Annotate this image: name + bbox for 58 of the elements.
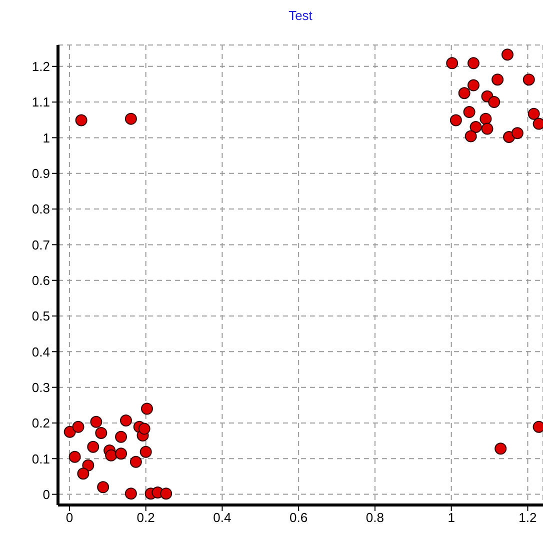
point [488, 96, 500, 108]
point [522, 74, 535, 86]
point [494, 442, 507, 455]
y-tick-label: 0.2 [32, 416, 50, 431]
y-tick-label: 0.3 [32, 380, 50, 395]
point [160, 488, 172, 500]
x-tick-label: 0.2 [136, 510, 155, 526]
point [480, 112, 492, 125]
y-tick-label: 0.9 [32, 166, 50, 181]
y-tick-label: 0.7 [32, 237, 50, 252]
point [95, 426, 108, 439]
point [87, 440, 100, 453]
point [528, 108, 540, 120]
point [464, 130, 477, 142]
point [446, 57, 458, 70]
point [120, 414, 132, 426]
point [511, 127, 524, 140]
point [130, 456, 142, 468]
x-tick-label: 1.2 [518, 510, 537, 526]
point [492, 74, 504, 86]
y-tick-label: 1.2 [32, 59, 50, 74]
x-tick-label: 0.8 [366, 510, 384, 526]
chart-title: Test [288, 8, 314, 23]
point [124, 488, 137, 500]
point [501, 48, 514, 61]
y-tick-label: 0.8 [32, 202, 50, 217]
point [140, 446, 152, 458]
point [458, 87, 470, 100]
y-tick-label: 0.5 [32, 308, 50, 324]
point [463, 106, 476, 118]
y-tick-label: 0.1 [32, 451, 50, 466]
point [68, 450, 81, 463]
y-tick-label: 0.6 [32, 272, 50, 288]
point [72, 420, 84, 433]
point [90, 416, 102, 428]
x-tick-label: 0 [66, 510, 74, 526]
point [115, 430, 128, 443]
y-tick-label: 0 [42, 486, 50, 502]
point [97, 481, 110, 494]
point [450, 114, 462, 126]
x-tick-label: 1 [448, 510, 455, 526]
x-tick-label: 0.6 [290, 510, 308, 526]
point [64, 426, 76, 438]
point [140, 402, 153, 415]
point [105, 449, 118, 462]
y-tick-label: 1.1 [32, 94, 50, 110]
x-tick-label: 0.4 [213, 510, 232, 526]
point [470, 121, 482, 134]
point [124, 112, 137, 125]
point [467, 57, 480, 70]
point [77, 468, 90, 480]
point [115, 448, 128, 460]
point [138, 422, 150, 435]
point [481, 122, 494, 135]
point [467, 79, 480, 92]
y-tick-label: 1 [42, 130, 50, 146]
y-tick-label: 0.4 [32, 344, 50, 360]
point [75, 114, 88, 126]
